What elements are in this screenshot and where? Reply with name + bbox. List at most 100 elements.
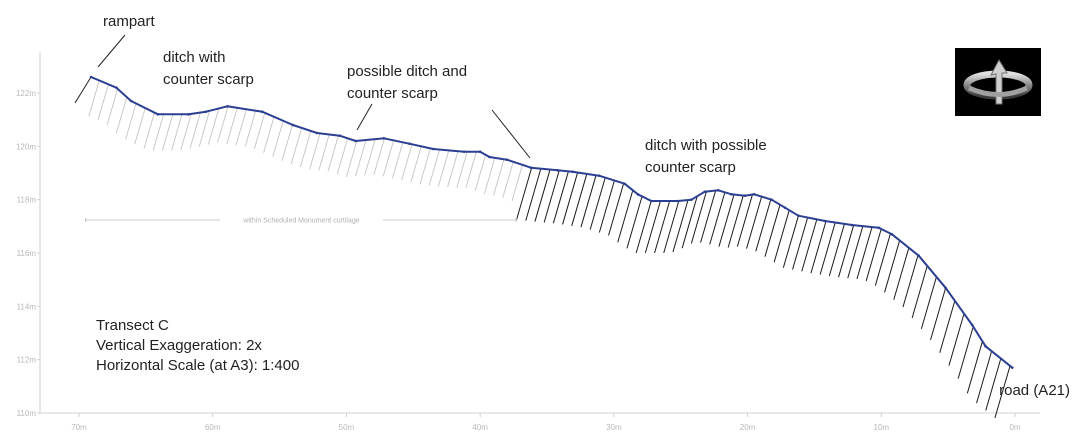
profile-point: [623, 182, 626, 185]
hatch-line: [355, 139, 367, 177]
hatch-line: [773, 210, 790, 263]
hatch-line: [336, 138, 349, 175]
hatching: [74, 76, 1011, 418]
hatch-line: [644, 200, 661, 254]
x-tick-label: 10m: [874, 423, 890, 432]
profile-point: [752, 193, 756, 196]
hatch-line: [456, 151, 468, 188]
hatch-line: [957, 326, 974, 379]
annotation-leader: [491, 109, 531, 159]
hatch-line: [253, 112, 266, 149]
profile-point: [89, 75, 93, 79]
profile-point: [354, 139, 358, 143]
annotation-label: ditch with: [163, 49, 226, 66]
hatch-line: [902, 254, 919, 308]
hatch-line: [318, 134, 330, 171]
hatch-line: [217, 106, 229, 143]
annotation-label: counter scarp: [163, 71, 254, 88]
hatch-line: [976, 351, 993, 404]
hatch-line: [410, 146, 422, 183]
hatch-line: [736, 194, 753, 247]
profile-point: [944, 286, 947, 289]
hatch-line: [930, 287, 947, 341]
hatch-line: [598, 180, 615, 233]
profile-point: [129, 99, 133, 103]
profile-point: [649, 199, 653, 203]
x-tick-label: 70m: [71, 423, 87, 432]
hatch-line: [345, 140, 358, 178]
hatch-line: [511, 164, 523, 201]
x-tick-label: 40m: [472, 423, 488, 432]
profile-point: [260, 110, 264, 113]
hatch-line: [948, 313, 965, 366]
hatch-line: [447, 151, 459, 188]
profile-point: [187, 113, 190, 116]
hatch-line: [534, 169, 551, 222]
x-tick-label: 50m: [339, 423, 355, 432]
hatch-line: [884, 240, 901, 293]
hatch-line: [272, 120, 284, 157]
x-tick-label: 60m: [205, 423, 221, 432]
hatch-line: [939, 300, 956, 353]
hatch-line: [819, 222, 836, 275]
profile-point: [488, 155, 491, 159]
y-tick-label: 120m: [16, 142, 36, 151]
horizontal-scale: Horizontal Scale (at A3): 1:400: [96, 357, 300, 374]
y-tick-label: 118m: [17, 196, 37, 205]
profile-point: [156, 113, 160, 116]
hatch-line: [608, 183, 625, 236]
profile-point: [690, 198, 693, 201]
hatch-line: [143, 112, 155, 149]
profile-point: [407, 142, 411, 145]
hatch-line: [847, 225, 864, 279]
hatch-line: [373, 138, 385, 175]
profile-point: [226, 105, 229, 108]
hatch-line: [681, 196, 698, 249]
profile-point: [743, 194, 747, 197]
hatch-line: [207, 108, 220, 145]
hatch-line: [88, 80, 100, 117]
profile-point: [877, 226, 880, 229]
hatch-line: [226, 107, 238, 144]
hatch-line: [755, 199, 772, 252]
annotation-label: possible ditch and: [347, 63, 467, 80]
hatch-line: [552, 171, 569, 224]
annotation-label: road (A21): [999, 382, 1070, 399]
profile-point: [636, 193, 640, 196]
hatch-line: [235, 109, 247, 146]
profile-point: [730, 193, 733, 196]
x-tick-label: 20m: [740, 423, 756, 432]
hatch-line: [171, 114, 183, 151]
hatch-line: [483, 157, 496, 194]
profile-point: [783, 206, 787, 209]
profile-point: [770, 198, 773, 201]
hatch-line: [502, 161, 514, 198]
hatch-line: [134, 107, 146, 145]
hatch-line: [115, 96, 128, 134]
transect-info: Transect C Vertical Exaggeration: 2x Hor…: [96, 316, 299, 376]
hatch-line: [589, 177, 606, 230]
hatch-line: [985, 358, 1002, 411]
annotation-label: ditch with possible: [645, 137, 767, 154]
curtilage-label: within Scheduled Monument curtilage: [242, 218, 359, 225]
x-tick-label: 0m: [1009, 423, 1020, 432]
profile-point: [291, 123, 295, 127]
profile-point: [556, 169, 559, 172]
hatch-line: [700, 190, 717, 243]
profile-point: [432, 147, 435, 151]
hatch-line: [391, 142, 404, 179]
hatch-line: [382, 140, 395, 177]
profile-point: [1011, 366, 1014, 369]
hatch-line: [364, 139, 376, 176]
hatch-line: [801, 219, 818, 272]
hatch-line: [516, 167, 533, 220]
annotation-label: rampart: [103, 13, 156, 30]
hatch-line: [198, 110, 211, 147]
hatch-line: [419, 148, 431, 185]
chart-axes: 110m 112m 114m 116m 118m 120m 122m 70m 60m 50m 40m…: [16, 52, 1040, 432]
transect-title: Transect C: [96, 317, 169, 334]
profile-point: [676, 199, 680, 203]
hatch-line: [263, 116, 275, 153]
hatch-line: [718, 194, 735, 247]
